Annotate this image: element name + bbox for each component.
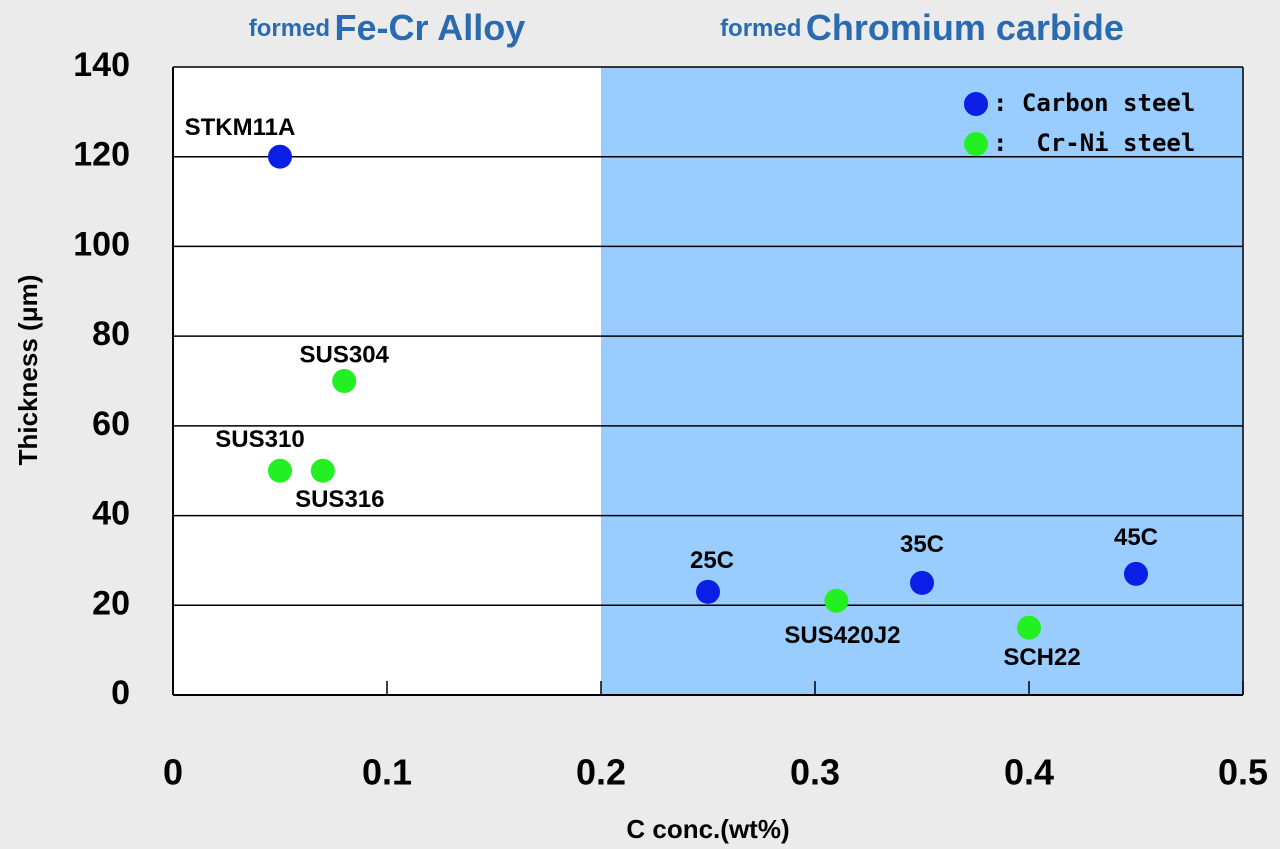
x-tick-label: 0.3 bbox=[790, 752, 840, 793]
point-label: SUS420J2 bbox=[784, 622, 900, 649]
x-tick-label: 0.5 bbox=[1218, 752, 1268, 793]
y-axis-label: Thickness (μm) bbox=[13, 275, 43, 466]
region bbox=[601, 67, 1243, 695]
region-prefix: formed bbox=[249, 15, 330, 42]
point bbox=[1124, 561, 1148, 586]
legend-label: : Cr-Ni steel bbox=[993, 129, 1195, 157]
y-tick-label: 0 bbox=[111, 674, 130, 712]
legend-marker bbox=[964, 132, 988, 156]
point-label: 45C bbox=[1114, 524, 1158, 551]
x-tick-label: 0.1 bbox=[362, 752, 412, 793]
y-tick-label: 80 bbox=[92, 315, 130, 353]
x-tick-label: 0.2 bbox=[576, 752, 626, 793]
point-label: SUS310 bbox=[215, 426, 304, 453]
x-tick-label: 0.4 bbox=[1004, 752, 1054, 793]
point-label: SUS304 bbox=[300, 341, 390, 368]
point bbox=[910, 570, 934, 595]
x-tick-label: 0 bbox=[163, 752, 183, 793]
region-label: formed Fe-Cr Alloy bbox=[249, 7, 525, 48]
legend-marker bbox=[964, 92, 988, 116]
y-tick-label: 100 bbox=[73, 225, 130, 263]
region-prefix: formed bbox=[720, 15, 801, 42]
point bbox=[310, 458, 335, 483]
point bbox=[332, 369, 357, 393]
point-label: SUS316 bbox=[295, 486, 384, 513]
y-tick-label: 120 bbox=[73, 136, 130, 174]
point bbox=[268, 144, 292, 169]
point bbox=[696, 579, 720, 604]
point bbox=[1017, 615, 1041, 640]
region-label: formed Chromium carbide bbox=[720, 7, 1124, 48]
y-tick-label: 140 bbox=[73, 46, 130, 84]
region-title: Fe-Cr Alloy bbox=[335, 7, 526, 48]
legend-label: : Carbon steel bbox=[993, 89, 1195, 117]
x-axis-label: C conc.(wt%) bbox=[626, 814, 789, 844]
point-label: 35C bbox=[900, 531, 944, 558]
point bbox=[268, 458, 292, 483]
point-label: SCH22 bbox=[1003, 644, 1080, 671]
point-label: STKM11A bbox=[185, 114, 296, 141]
y-tick-label: 60 bbox=[92, 405, 130, 443]
y-tick-label: 20 bbox=[92, 584, 130, 622]
region-title: Chromium carbide bbox=[806, 7, 1124, 48]
y-tick-label: 40 bbox=[92, 495, 130, 533]
point-label: 25C bbox=[690, 547, 734, 574]
point bbox=[824, 588, 849, 613]
